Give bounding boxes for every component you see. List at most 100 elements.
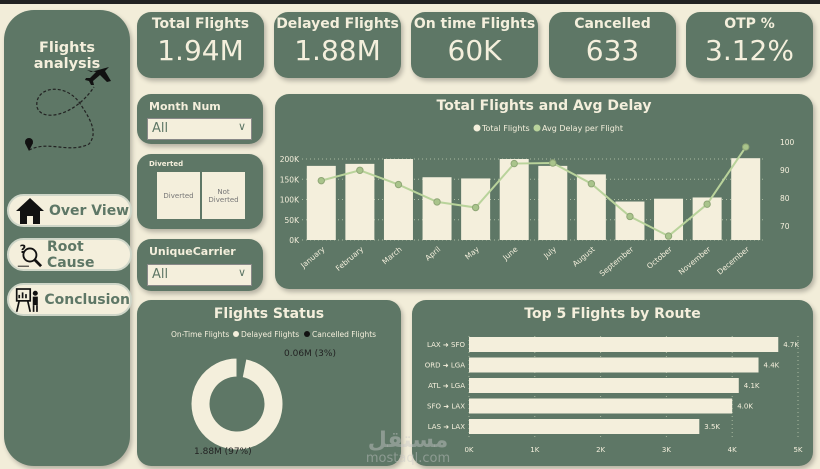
kpi-label: OTP % — [724, 16, 775, 32]
kpi-label: On time Flights — [413, 16, 536, 32]
chart-title: Total Flights and Avg Delay — [436, 98, 652, 114]
route-label: ORD ➜ LGA — [425, 362, 465, 370]
legend-on-time: On-Time Flights — [171, 330, 229, 339]
avg-delay-point-april — [433, 198, 441, 206]
svg-text:مستقل: مستقل — [368, 428, 448, 453]
kpi-value: 633 — [585, 34, 640, 67]
x-tick-label: July — [541, 244, 558, 261]
x-tick-label: October — [645, 244, 674, 271]
carrier-slicer: UniqueCarrier All ∨ — [137, 239, 263, 291]
y-tick-label: 200K — [280, 155, 300, 164]
x-tick-label: 4K — [728, 446, 737, 454]
route-value-label: 4.7K — [783, 341, 799, 349]
x-tick-label: May — [463, 244, 481, 261]
x-tick-label: February — [334, 244, 366, 273]
y-tick-label: 0K — [289, 236, 300, 245]
y2-tick-label: 90 — [780, 166, 790, 175]
y2-tick-label: 70 — [780, 222, 790, 231]
avg-delay-point-january — [317, 176, 325, 185]
chart-title: Top 5 Flights by Route — [524, 306, 701, 322]
route-label: ATL ➜ LGA — [428, 382, 465, 390]
kpi-otp: OTP % 3.12% — [686, 12, 813, 78]
app-title: Flights analysis — [33, 40, 101, 72]
top-routes-panel: Top 5 Flights by Route 0K 1K 2K 3K 4K 5K LAX ➜… — [412, 300, 813, 466]
route-label: LAX ➜ SFO — [427, 341, 465, 349]
avg-delay-line — [321, 146, 747, 238]
x-tick-label: April — [423, 245, 442, 263]
carrier-dropdown[interactable]: All ∨ — [147, 264, 252, 286]
avg-delay-point-march — [394, 180, 403, 189]
slicer-label: Month Num — [149, 100, 221, 113]
month-dropdown[interactable]: All ∨ — [147, 118, 252, 140]
kpi-value: 3.12% — [705, 34, 794, 67]
kpi-value: 1.94M — [157, 34, 244, 67]
y-tick-label: 50K — [285, 216, 301, 225]
kpi-value: 1.88M — [294, 34, 381, 67]
route-label: LAS ➜ LAX — [428, 423, 465, 431]
legend-total-flights: Total Flights — [481, 124, 530, 133]
svg-text:?: ? — [20, 243, 26, 256]
nav-root-cause[interactable]: ? Root Cause — [7, 238, 132, 271]
avg-delay-point-may — [471, 203, 480, 212]
flights-delay-chart-panel: Total Flights and Avg Delay Total Flight… — [275, 94, 813, 289]
avg-delay-point-august — [587, 180, 596, 188]
slice-delayed-flights — [190, 357, 284, 451]
legend-cancelled: Cancelled Flights — [312, 330, 376, 339]
x-tick-label: August — [571, 245, 597, 269]
nav-label: Root Cause — [46, 238, 95, 271]
home-icon — [16, 197, 44, 224]
x-tick-label: 0K — [464, 446, 473, 454]
x-tick-label: 5K — [793, 446, 802, 454]
investigate-icon: ? — [17, 243, 43, 267]
bar-february — [345, 163, 375, 240]
x-tick-label: 3K — [662, 446, 671, 454]
slice-label: 1.88M (97%) — [194, 447, 252, 457]
sidebar: Flights analysis Over View ? Root Cause … — [4, 10, 132, 466]
flight-path-icon — [25, 67, 111, 151]
combo-chart: Total Flights Avg Delay per Flight 0K 50K… — [280, 124, 795, 278]
y-tick-label: 100K — [280, 196, 300, 205]
nav-conclusion[interactable]: Conclusion — [7, 283, 132, 316]
dropdown-value: All — [152, 121, 169, 136]
kpi-label: Delayed Flights — [276, 16, 399, 32]
y2-tick-label: 100 — [780, 138, 795, 147]
chevron-down-icon: ∨ — [237, 120, 246, 133]
x-tick-label: 1K — [530, 446, 539, 454]
bar-march — [383, 159, 413, 240]
x-tick-label: November — [677, 244, 713, 277]
diverted-tile[interactable]: Diverted — [157, 172, 200, 219]
y-tick-label: 150K — [280, 175, 300, 184]
legend-delayed: Delayed Flights — [241, 330, 299, 339]
bar-june — [499, 159, 529, 240]
x-tick-label: September — [598, 244, 636, 278]
avg-delay-point-july — [549, 159, 557, 167]
avg-delay-point-september — [626, 212, 634, 221]
bar-april — [422, 177, 452, 240]
route-value-label: 4.1K — [744, 382, 760, 390]
slice-label: 0.06M (3%) — [284, 349, 336, 359]
route-bar — [469, 378, 739, 393]
slicer-label: Diverted — [149, 160, 184, 168]
kpi-on-time-flights: On time Flights 60K — [411, 12, 538, 78]
route-value-label: 3.5K — [704, 423, 720, 431]
avg-delay-point-february — [356, 166, 364, 174]
avg-delay-point-june — [510, 159, 518, 168]
not-diverted-tile[interactable]: Not Diverted — [202, 172, 245, 219]
route-value-label: 4.0K — [737, 403, 753, 411]
route-value-label: 4.4K — [764, 362, 780, 370]
route-bar — [469, 357, 759, 373]
nav-label: Conclusion — [44, 291, 130, 308]
kpi-label: Total Flights — [151, 16, 250, 32]
donut-chart: On-Time Flights Delayed Flights Cancelle… — [171, 330, 376, 457]
nav-label: Over View — [49, 202, 130, 219]
chart-title: Flights Status — [213, 306, 325, 322]
kpi-total-flights: Total Flights 1.94M — [137, 12, 264, 78]
top-routes-chart: 0K 1K 2K 3K 4K 5K LAX ➜ SFO 4.7K ORD ➜ LGA 4.4K AT… — [425, 336, 803, 454]
bar-december — [731, 158, 761, 240]
nav-over-view[interactable]: Over View — [7, 194, 132, 227]
route-bar — [469, 398, 733, 414]
legend: Total Flights Avg Delay per Flight — [473, 124, 623, 133]
x-tick-label: March — [380, 244, 403, 266]
presentation-icon — [15, 287, 38, 312]
